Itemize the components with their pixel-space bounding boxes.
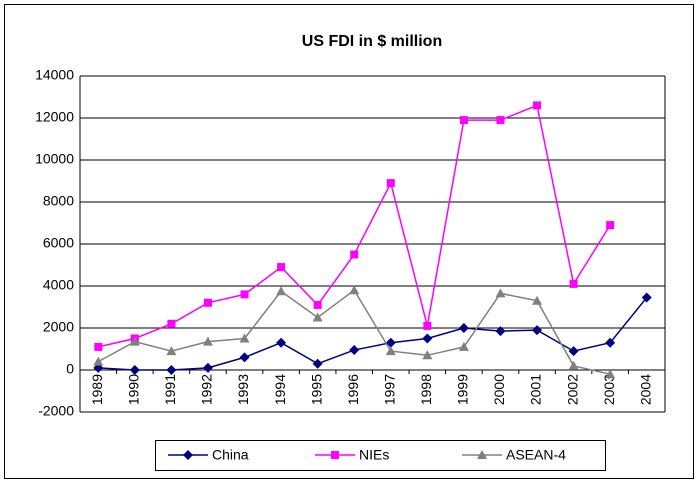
y-tick-label: 0: [66, 361, 74, 377]
data-point: [313, 300, 322, 309]
data-point: [385, 337, 396, 348]
x-tick-label: 2003: [601, 374, 617, 405]
data-point: [605, 337, 616, 348]
x-tick-label: 2001: [528, 374, 544, 405]
data-point: [93, 356, 104, 366]
data-point: [532, 295, 543, 305]
x-tick-label: 1994: [272, 374, 288, 405]
legend-marker: [183, 450, 193, 460]
data-point: [276, 337, 287, 348]
y-tick-label: 12000: [35, 109, 74, 125]
data-point: [240, 290, 249, 299]
chart-border: [4, 4, 694, 479]
data-point: [422, 350, 433, 360]
data-point: [349, 285, 360, 295]
x-tick-label: 2002: [564, 374, 580, 405]
x-tick-label: 1991: [162, 374, 178, 405]
y-tick-label: 10000: [35, 151, 74, 167]
x-tick-label: 1995: [308, 374, 324, 405]
series-line: [98, 297, 648, 371]
legend-label: ASEAN-4: [506, 447, 566, 463]
data-point: [277, 263, 286, 272]
data-point: [239, 352, 250, 363]
x-tick-label: 1989: [89, 374, 105, 405]
data-point: [312, 312, 323, 322]
x-tick-label: 2000: [491, 374, 507, 405]
legend-marker: [477, 450, 487, 459]
data-point: [459, 116, 468, 125]
x-tick-label: 1992: [199, 374, 215, 405]
x-tick-label: 1990: [126, 374, 142, 405]
data-point: [605, 369, 616, 379]
data-point: [202, 362, 213, 373]
x-tick-label: 1999: [455, 374, 471, 405]
legend-box: [155, 440, 606, 471]
x-tick-label: 1998: [418, 374, 434, 405]
data-point: [129, 365, 140, 375]
x-tick-label: 1996: [345, 374, 361, 405]
y-tick-label: 14000: [35, 67, 74, 83]
data-point: [167, 319, 176, 328]
data-point: [422, 333, 433, 344]
legend-marker: [331, 451, 339, 459]
y-tick-label: 2000: [43, 319, 74, 335]
data-point: [568, 346, 579, 357]
y-tick-label: 6000: [43, 235, 74, 251]
x-tick-label: 1997: [381, 374, 397, 405]
data-point: [458, 323, 469, 333]
data-point: [166, 365, 177, 375]
y-tick-label: 4000: [43, 277, 74, 293]
data-point: [569, 279, 578, 288]
data-point: [532, 325, 543, 336]
data-point: [94, 342, 103, 351]
data-point: [641, 292, 652, 303]
x-tick-label: 2004: [637, 374, 653, 405]
data-point: [276, 286, 287, 296]
data-point: [495, 326, 506, 337]
legend-label: NIEs: [359, 447, 389, 463]
data-point: [203, 298, 212, 307]
y-tick-label: 8000: [43, 193, 74, 209]
x-tick-label: 1993: [235, 374, 251, 405]
data-point: [349, 345, 360, 356]
data-point: [385, 346, 396, 356]
chart-title: US FDI in $ million: [302, 33, 442, 50]
data-point: [495, 288, 506, 298]
data-point: [350, 250, 359, 259]
data-point: [202, 336, 213, 346]
data-point: [423, 321, 432, 330]
data-point: [129, 336, 140, 346]
data-point: [312, 358, 323, 369]
data-point: [533, 101, 542, 110]
y-tick-label: -2000: [38, 403, 74, 419]
legend-label: China: [212, 447, 249, 463]
data-point: [386, 179, 395, 188]
data-point: [606, 221, 615, 230]
data-point: [166, 346, 177, 356]
data-point: [496, 116, 505, 125]
data-point: [458, 341, 469, 351]
data-point: [239, 333, 250, 343]
data-point: [568, 360, 579, 370]
